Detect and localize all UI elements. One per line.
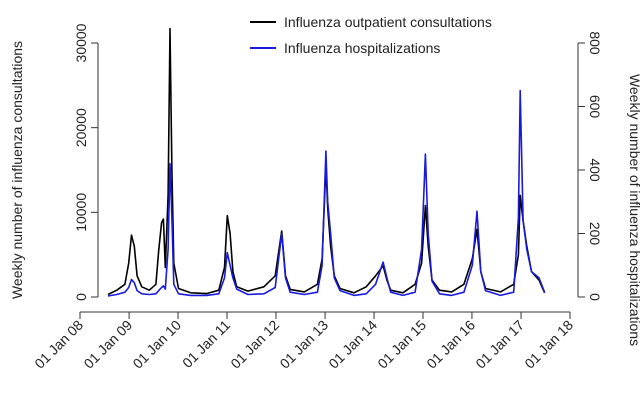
y2-axis-label: Weekly number of influenza hospitalizati… — [627, 74, 643, 346]
y-tick-label: 0 — [73, 293, 89, 301]
x-tick-label: 01 Jan 17 — [472, 317, 527, 372]
series-line — [107, 27, 546, 296]
y2-tick-label: 400 — [587, 158, 603, 182]
y2-tick-label: 800 — [587, 31, 603, 55]
x-tick-label: 01 Jan 18 — [521, 317, 576, 372]
y2-tick-label: 0 — [587, 293, 603, 301]
x-tick-label: 01 Jan 12 — [227, 317, 282, 372]
y2-tick-label: 600 — [587, 95, 603, 119]
x-tick-label: 01 Jan 08 — [31, 317, 86, 372]
legend-label: Influenza hospitalizations — [284, 40, 440, 56]
x-tick-label: 01 Jan 11 — [179, 317, 233, 371]
y-axis-label: Weekly number of influenza consultations — [9, 41, 25, 299]
x-tick-label: 01 Jan 09 — [80, 317, 135, 372]
x-tick-label: 01 Jan 10 — [129, 317, 184, 372]
y2-tick-label: 200 — [587, 222, 603, 246]
y-tick-label: 30000 — [73, 23, 89, 62]
x-tick-label: 01 Jan 14 — [325, 317, 380, 372]
y-tick-label: 10000 — [73, 193, 89, 232]
y-tick-label: 20000 — [73, 108, 89, 147]
x-tick-label: 01 Jan 16 — [423, 317, 478, 372]
x-tick-label: 01 Jan 13 — [276, 317, 331, 372]
x-tick-label: 01 Jan 15 — [374, 317, 429, 372]
legend-label: Influenza outpatient consultations — [284, 14, 492, 30]
series-line — [107, 89, 546, 297]
